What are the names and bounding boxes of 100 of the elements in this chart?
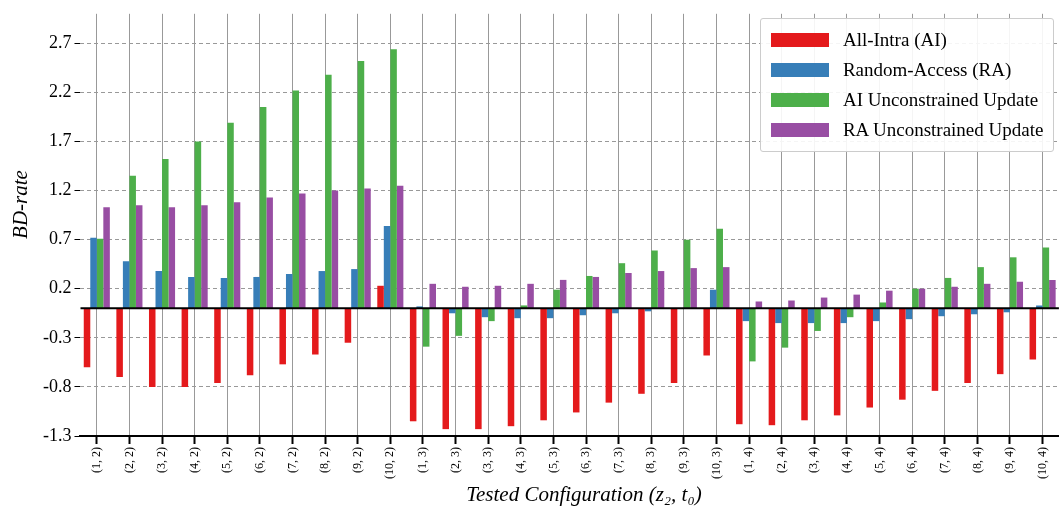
bar <box>1042 247 1050 309</box>
bar <box>162 159 169 309</box>
bar <box>325 74 332 309</box>
bar <box>586 275 593 309</box>
bar <box>396 185 404 309</box>
bar <box>1029 308 1037 360</box>
x-tick-label: (10, 4) <box>1034 447 1049 480</box>
x-tick-label: (5, 2) <box>219 447 234 474</box>
bar <box>703 308 710 356</box>
y-axis-title: BD-rate <box>7 170 33 239</box>
bar <box>931 308 939 391</box>
bar <box>801 308 808 421</box>
bar <box>833 308 841 416</box>
bar <box>540 308 547 421</box>
bar <box>781 308 789 348</box>
y-tick-label: 2.2 <box>48 81 72 102</box>
bar <box>840 308 847 324</box>
x-tick-label: (7, 3) <box>610 447 625 474</box>
bar <box>214 308 221 383</box>
x-tick-label: (1, 2) <box>88 447 103 474</box>
x-tick-label: (3, 3) <box>480 447 495 474</box>
bar <box>853 294 860 309</box>
bar <box>266 197 273 309</box>
bar <box>90 237 97 309</box>
bar <box>690 268 697 309</box>
bar <box>527 283 534 309</box>
bar <box>188 276 195 309</box>
bar <box>475 308 482 430</box>
bar <box>775 308 782 324</box>
bar <box>148 308 156 387</box>
bar <box>422 308 430 347</box>
bar <box>233 202 241 309</box>
legend-label: Random-Access (RA) <box>842 57 1012 82</box>
bar <box>873 308 880 322</box>
bar <box>951 286 958 309</box>
bar <box>279 308 286 365</box>
bar <box>638 308 645 394</box>
bar <box>312 308 319 355</box>
bar <box>292 90 300 309</box>
bar <box>977 267 984 309</box>
bar <box>442 308 450 430</box>
bar <box>899 308 906 400</box>
bar <box>135 205 143 309</box>
x-tick-label: (3, 2) <box>154 447 169 474</box>
y-tick-label: 0.2 <box>48 277 72 298</box>
bar <box>886 290 893 309</box>
bar <box>357 60 365 309</box>
bar <box>377 285 384 309</box>
bar <box>768 308 776 426</box>
y-tick-label: -0.8 <box>42 375 72 396</box>
bar <box>227 122 234 309</box>
legend-label: All-Intra (AI) <box>842 27 947 52</box>
x-tick-label: (9, 3) <box>676 447 690 474</box>
x-tick-label: (10, 3) <box>708 447 723 480</box>
x-tick-label: (8, 2) <box>317 447 332 474</box>
x-tick-label: (5, 3) <box>545 447 560 474</box>
bar <box>201 205 208 309</box>
bar <box>409 308 417 422</box>
bar <box>736 308 743 425</box>
x-tick-label: (2, 3) <box>447 447 462 474</box>
bar <box>488 308 495 322</box>
bar <box>344 308 352 343</box>
bar <box>83 308 91 368</box>
bar <box>572 308 580 413</box>
x-tick-label: (7, 4) <box>936 447 951 474</box>
bar <box>390 49 397 309</box>
bar <box>814 308 821 331</box>
bar <box>651 250 658 309</box>
x-axis-title: Tested Configuration (z₂, t₀) <box>465 482 703 507</box>
bar <box>351 269 358 309</box>
x-tick-label: (1, 3) <box>415 447 430 474</box>
y-tick-label: 2.7 <box>48 31 72 52</box>
y-tick-label: -1.3 <box>42 424 72 445</box>
bar <box>116 308 123 378</box>
bar <box>259 107 267 309</box>
x-tick-label: (2, 2) <box>121 447 136 474</box>
y-tick-label: 0.7 <box>48 228 72 249</box>
bar <box>181 308 189 387</box>
y-tick-label: 1.7 <box>48 130 72 151</box>
x-tick-label: (8, 3) <box>643 447 658 474</box>
bar <box>364 188 371 309</box>
x-tick-label: (6, 3) <box>578 447 593 474</box>
y-tick-label: -0.3 <box>42 326 72 347</box>
bar <box>246 308 254 376</box>
bar <box>122 261 130 309</box>
bar <box>168 207 176 309</box>
legend-label: RA Unconstrained Update <box>842 117 1044 142</box>
bar <box>462 286 469 309</box>
y-tick-label: 1.2 <box>48 179 72 200</box>
bar <box>605 308 613 403</box>
bar <box>625 273 632 309</box>
bar <box>1009 257 1017 309</box>
x-tick-label: (6, 2) <box>252 447 267 474</box>
bar <box>103 207 110 309</box>
bar <box>194 141 202 309</box>
bar <box>749 308 756 362</box>
bar <box>299 193 306 309</box>
x-tick-label: (5, 4) <box>871 447 886 474</box>
bar <box>455 308 463 336</box>
legend-label: AI Unconstrained Update <box>842 87 1039 112</box>
